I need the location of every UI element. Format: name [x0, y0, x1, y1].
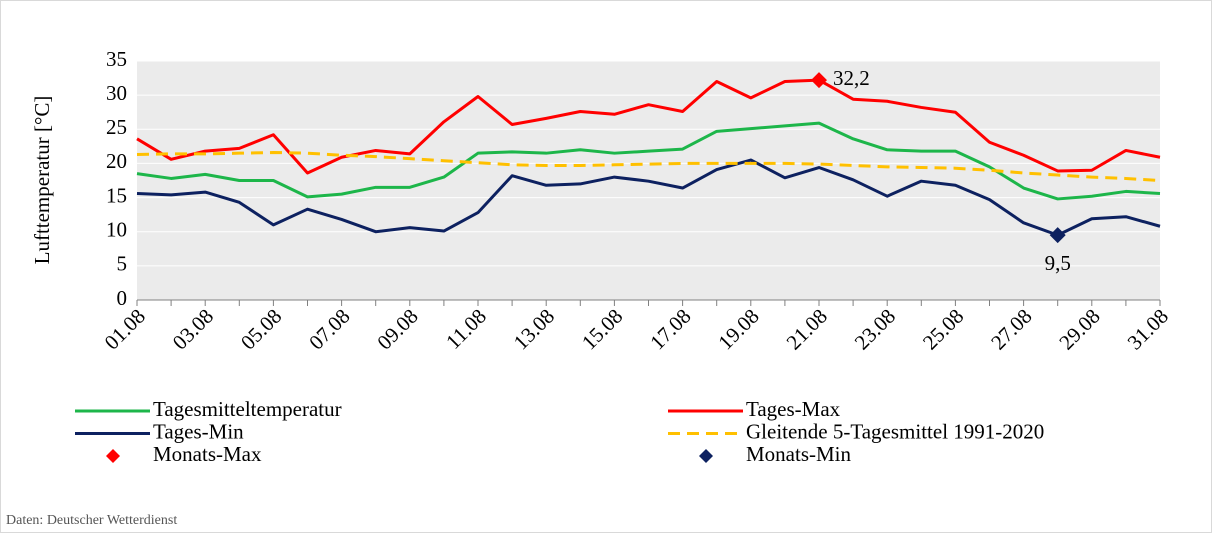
legend-label: Tages-Min	[153, 419, 244, 443]
y-tick-label: 25	[106, 115, 127, 139]
y-tick-label: 10	[106, 218, 127, 242]
legend-label: Gleitende 5-Tagesmittel 1991-2020	[746, 419, 1044, 443]
value-label: 9,5	[1045, 251, 1071, 275]
series-line	[136, 158, 1161, 237]
extreme-marker	[1049, 227, 1066, 244]
legend-label: Monats-Min	[746, 442, 852, 466]
legend-label: Tages-Max	[746, 397, 841, 421]
y-tick-label: 30	[106, 81, 127, 105]
legend-marker	[106, 449, 120, 463]
series-line	[136, 78, 1161, 175]
legend-label: Tagesmitteltemperatur	[153, 397, 342, 421]
extreme-marker	[811, 72, 827, 89]
y-tick-label: 0	[117, 286, 128, 310]
source: Daten: Deutscher Wetterdienst	[6, 513, 177, 528]
y-tick-label: 35	[106, 47, 127, 71]
value-label: 32,2	[833, 66, 870, 90]
series-line	[136, 121, 1161, 201]
y-axis-label: Lufttemperatur [°C]	[30, 96, 54, 265]
legend-label: Monats-Max	[153, 442, 262, 466]
legend-marker	[699, 449, 713, 463]
y-tick-label: 15	[106, 183, 127, 207]
y-tick-label: 20	[106, 149, 127, 173]
y-tick-label: 5	[117, 252, 128, 276]
